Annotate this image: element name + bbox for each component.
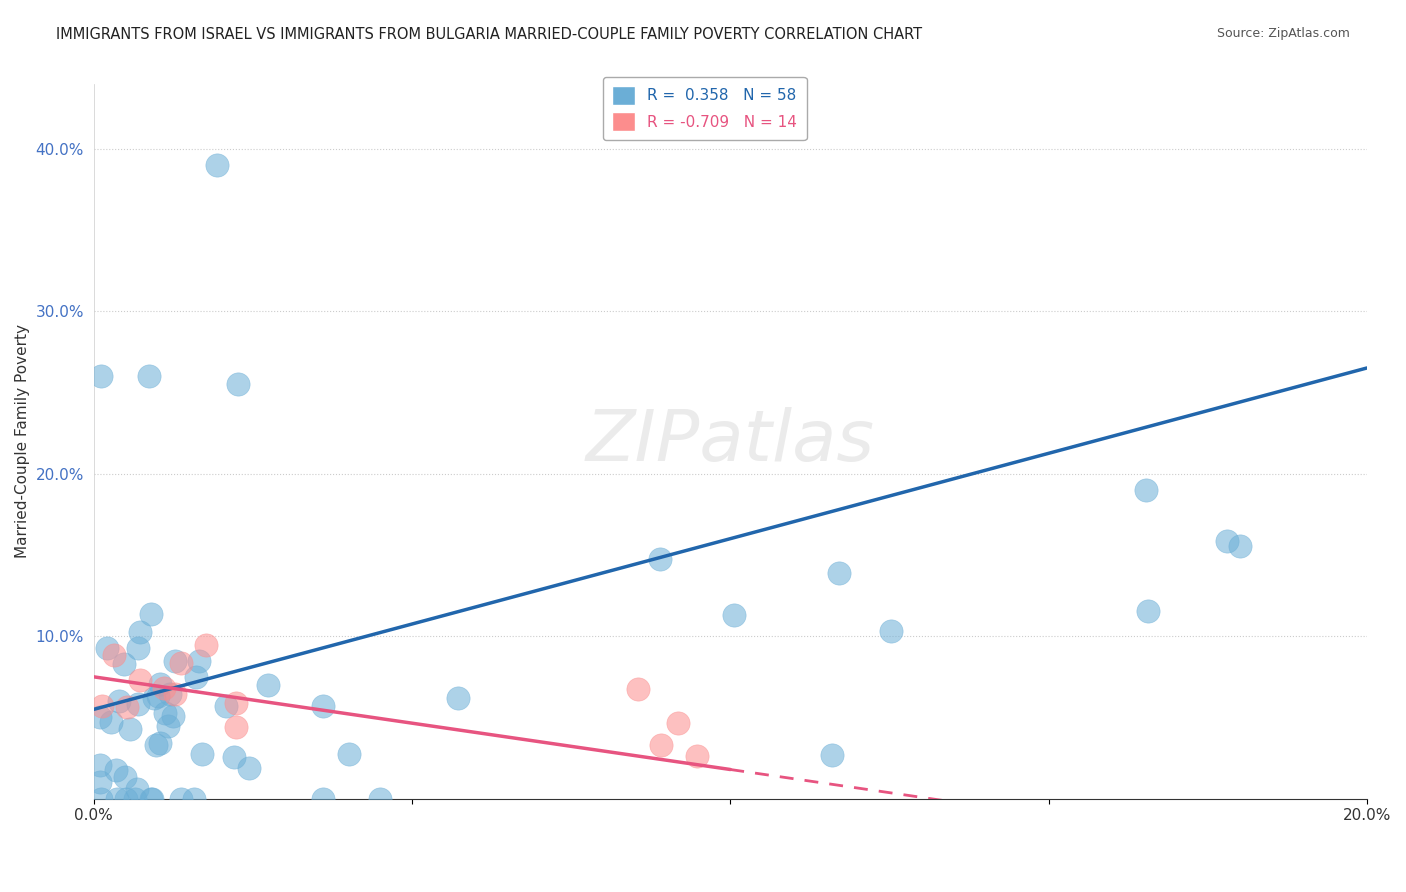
Point: [91, 699, 114, 714]
Point: [115, 791, 138, 805]
Point: [156, 719, 179, 733]
Point: [238, 761, 260, 775]
Point: [222, 750, 245, 764]
Point: [105, 791, 128, 805]
Point: [165, 687, 187, 701]
Point: [312, 698, 335, 713]
Text: Source: ZipAtlas.com: Source: ZipAtlas.com: [1216, 27, 1350, 40]
Point: [170, 791, 193, 805]
Point: [225, 720, 247, 734]
Point: [89, 710, 111, 724]
Point: [627, 682, 650, 697]
Point: [114, 770, 136, 784]
Point: [191, 747, 214, 761]
Point: [143, 691, 166, 706]
Point: [226, 377, 249, 392]
Point: [162, 709, 184, 723]
Point: [225, 696, 247, 710]
Point: [188, 654, 211, 668]
Text: IMMIGRANTS FROM ISRAEL VS IMMIGRANTS FROM BULGARIA MARRIED-COUPLE FAMILY POVERTY: IMMIGRANTS FROM ISRAEL VS IMMIGRANTS FRO…: [56, 27, 922, 42]
Point: [89, 758, 111, 772]
Point: [129, 673, 152, 687]
Point: [153, 706, 176, 720]
Point: [256, 678, 278, 692]
Point: [103, 648, 125, 662]
Point: [159, 687, 181, 701]
Point: [115, 699, 138, 714]
Point: [668, 716, 690, 731]
Point: [1136, 604, 1159, 618]
Point: [650, 738, 672, 752]
Point: [880, 624, 903, 638]
Point: [127, 782, 149, 797]
Point: [183, 791, 205, 805]
Point: [312, 791, 335, 805]
Point: [107, 694, 129, 708]
Point: [650, 552, 672, 566]
Y-axis label: Married-Couple Family Poverty: Married-Couple Family Poverty: [15, 324, 30, 558]
Point: [127, 697, 149, 711]
Point: [124, 791, 146, 805]
Point: [104, 763, 127, 777]
Legend: R =  0.358   N = 58, R = -0.709   N = 14: R = 0.358 N = 58, R = -0.709 N = 14: [603, 77, 807, 140]
Point: [100, 714, 122, 729]
Point: [368, 791, 391, 805]
Point: [1135, 483, 1157, 497]
Point: [90, 791, 112, 805]
Point: [96, 640, 118, 655]
Point: [141, 791, 163, 805]
Point: [184, 670, 207, 684]
Point: [138, 369, 160, 384]
Point: [89, 775, 111, 789]
Point: [686, 748, 709, 763]
Point: [170, 656, 193, 670]
Point: [205, 158, 228, 172]
Point: [163, 654, 186, 668]
Point: [127, 640, 149, 655]
Point: [153, 681, 176, 695]
Point: [337, 747, 360, 761]
Point: [195, 638, 218, 652]
Text: ZIPatlas: ZIPatlas: [586, 407, 875, 475]
Point: [141, 607, 163, 621]
Point: [148, 689, 170, 703]
Point: [112, 657, 135, 672]
Point: [1229, 539, 1251, 553]
Point: [723, 608, 745, 623]
Point: [215, 699, 238, 714]
Point: [149, 677, 172, 691]
Point: [128, 624, 150, 639]
Point: [447, 691, 470, 706]
Point: [821, 747, 844, 762]
Point: [118, 723, 141, 737]
Point: [141, 791, 163, 805]
Point: [145, 738, 167, 752]
Point: [149, 736, 172, 750]
Point: [90, 369, 112, 384]
Point: [828, 566, 851, 581]
Point: [1216, 534, 1239, 549]
